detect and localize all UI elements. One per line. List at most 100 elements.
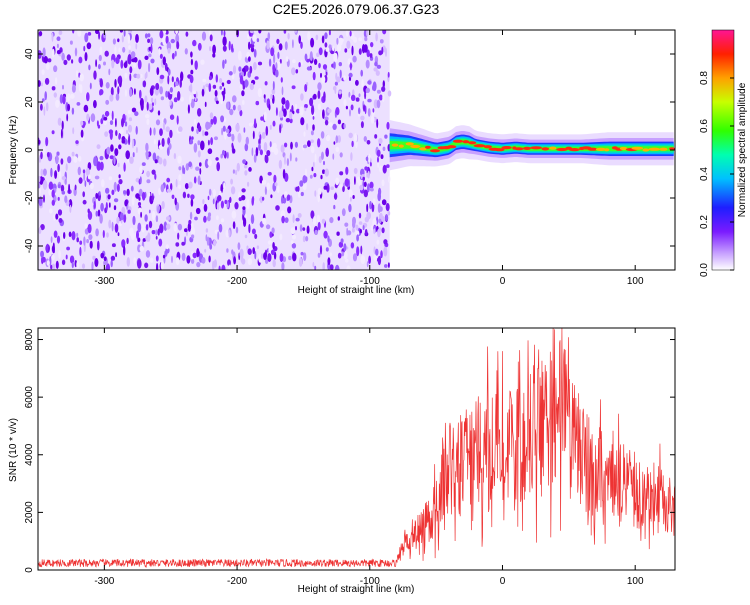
noise-speck [109, 94, 114, 102]
noise-speck [359, 229, 363, 234]
noise-speck [81, 263, 86, 269]
noise-speck [127, 34, 131, 44]
noise-speck [358, 48, 362, 55]
x-tick-label: -200 [227, 576, 247, 587]
noise-speck [191, 234, 195, 239]
noise-speck [373, 254, 378, 262]
noise-speck [285, 56, 289, 62]
noise-speck [190, 58, 193, 66]
noise-speck [127, 110, 132, 115]
noise-speck [68, 231, 72, 238]
noise-speck [316, 214, 321, 223]
noise-speck [177, 91, 181, 101]
noise-speck [283, 30, 287, 34]
noise-speck [131, 196, 135, 206]
noise-speck [104, 131, 109, 137]
noise-speck [108, 176, 113, 181]
noise-speck [173, 223, 178, 232]
noise-speck [291, 67, 296, 76]
noise-speck [110, 144, 114, 152]
noise-speck [377, 161, 380, 168]
noise-speck [313, 58, 318, 65]
noise-speck [220, 30, 223, 36]
noise-speck [149, 37, 154, 45]
noise-speck [220, 218, 225, 223]
noise-speck [93, 70, 97, 80]
x-tick-label: -100 [360, 276, 380, 287]
noise-speck [352, 195, 355, 199]
noise-speck [197, 150, 201, 158]
noise-speck [286, 158, 290, 167]
noise-speck [275, 205, 280, 211]
noise-speck [125, 60, 128, 68]
noise-speck [144, 33, 148, 39]
noise-speck [365, 87, 370, 94]
noise-speck [216, 202, 220, 211]
noise-speck [322, 262, 325, 270]
noise-speck [341, 251, 345, 257]
noise-speck [298, 35, 302, 44]
noise-speck [340, 238, 344, 243]
noise-speck [329, 252, 332, 257]
noise-speck [360, 121, 364, 129]
noise-speck [360, 245, 363, 255]
noise-speck [382, 164, 387, 174]
noise-speck [263, 94, 266, 99]
noise-speck [139, 245, 145, 252]
noise-speck [376, 149, 381, 157]
x-tick-label: 100 [627, 576, 644, 587]
noise-speck [108, 68, 111, 76]
noise-speck [67, 103, 71, 112]
noise-speck [221, 82, 225, 87]
noise-speck [212, 198, 215, 205]
noise-speck [84, 180, 87, 187]
noise-speck [76, 232, 79, 238]
x-tick-label: -300 [94, 276, 114, 287]
noise-speck [312, 216, 317, 225]
noise-speck [236, 162, 240, 172]
noise-speck [226, 151, 229, 159]
noise-speck [220, 115, 225, 123]
noise-speck [162, 56, 166, 66]
signal-peak [410, 144, 421, 149]
noise-speck [254, 76, 259, 80]
noise-speck [243, 217, 247, 227]
noise-speck [345, 105, 348, 110]
noise-speck [248, 167, 252, 172]
noise-speck [210, 137, 214, 146]
signal-peak [462, 140, 470, 144]
noise-speck [125, 150, 130, 160]
noise-speck [296, 108, 300, 114]
noise-speck [247, 181, 250, 187]
signal-peak [568, 148, 580, 152]
noise-speck [121, 118, 124, 128]
noise-speck [284, 142, 288, 148]
noise-speck [313, 173, 317, 178]
spectrogram-x-ticks: -300 -200 -100 0 100 [94, 30, 644, 287]
noise-speck [200, 59, 205, 65]
noise-speck [197, 108, 202, 117]
noise-speck [163, 30, 167, 35]
noise-speck [191, 126, 194, 132]
noise-speck [76, 102, 81, 106]
noise-speck [320, 111, 323, 119]
noise-speck [200, 254, 203, 260]
noise-speck [232, 169, 235, 174]
noise-speck [42, 168, 47, 176]
noise-speck [265, 224, 271, 230]
noise-speck [305, 236, 309, 242]
noise-speck [166, 188, 172, 193]
noise-speck [348, 91, 351, 98]
noise-speck [263, 97, 267, 103]
noise-speck [350, 94, 356, 102]
noise-speck [212, 53, 216, 58]
noise-speck [381, 227, 385, 234]
noise-speck [384, 134, 388, 139]
noise-speck [51, 263, 56, 270]
noise-speck [202, 78, 207, 83]
noise-speck [237, 104, 242, 112]
noise-speck [150, 97, 154, 103]
noise-speck [258, 30, 262, 34]
noise-speck [190, 51, 193, 58]
noise-speck [251, 228, 256, 235]
